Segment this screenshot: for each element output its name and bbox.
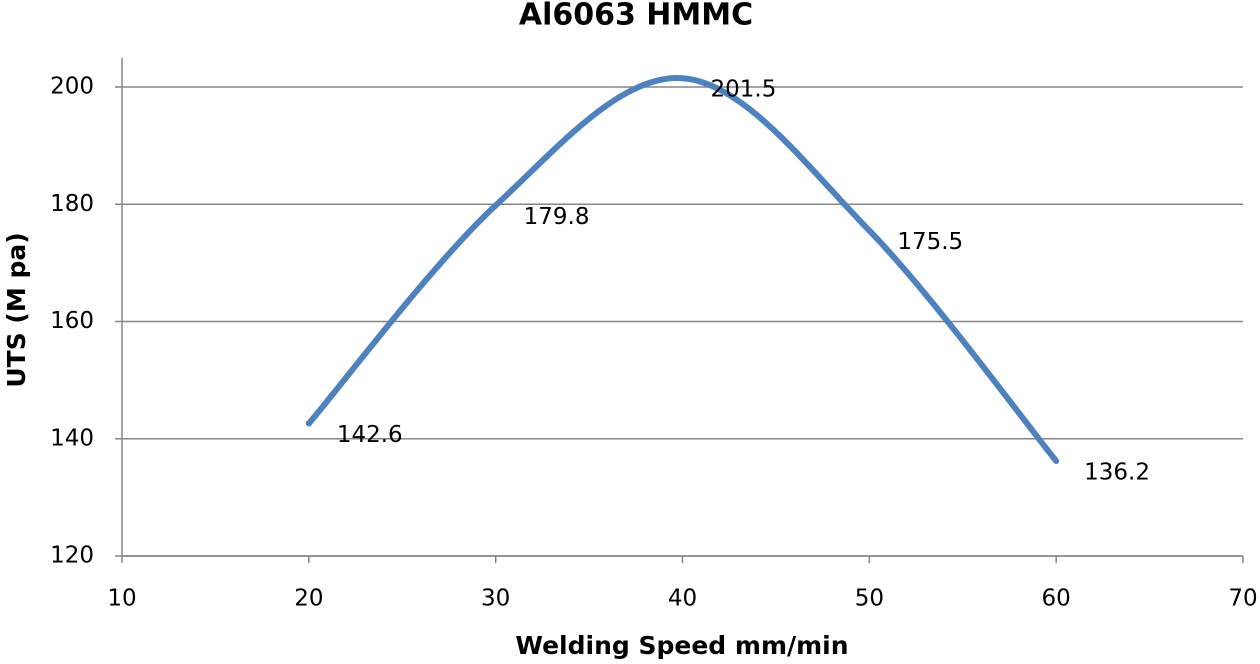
x-tick-label: 50 [855, 586, 884, 612]
y-tick-label: 180 [50, 191, 94, 217]
x-tick-label: 30 [481, 586, 510, 612]
chart-title: Al6063 HMMC [519, 0, 753, 33]
y-tick-label: 200 [50, 74, 94, 100]
y-tick-label: 160 [50, 308, 94, 334]
data-label: 175.5 [897, 229, 963, 255]
x-tick-label: 10 [107, 586, 136, 612]
x-tick-label: 70 [1228, 586, 1257, 612]
data-label: 142.6 [337, 422, 403, 448]
x-axis-title: Welding Speed mm/min [515, 631, 848, 660]
y-tick-label: 120 [50, 543, 94, 569]
data-label: 179.8 [524, 204, 590, 230]
x-tick-label: 20 [294, 586, 323, 612]
data-label: 201.5 [711, 77, 777, 103]
y-tick-label: 140 [50, 425, 94, 451]
x-tick-label: 40 [668, 586, 697, 612]
y-axis-title: UTS (M pa) [2, 232, 31, 387]
data-label: 136.2 [1084, 460, 1150, 486]
data-line [305, 75, 1060, 465]
x-tick-label: 60 [1042, 586, 1071, 612]
